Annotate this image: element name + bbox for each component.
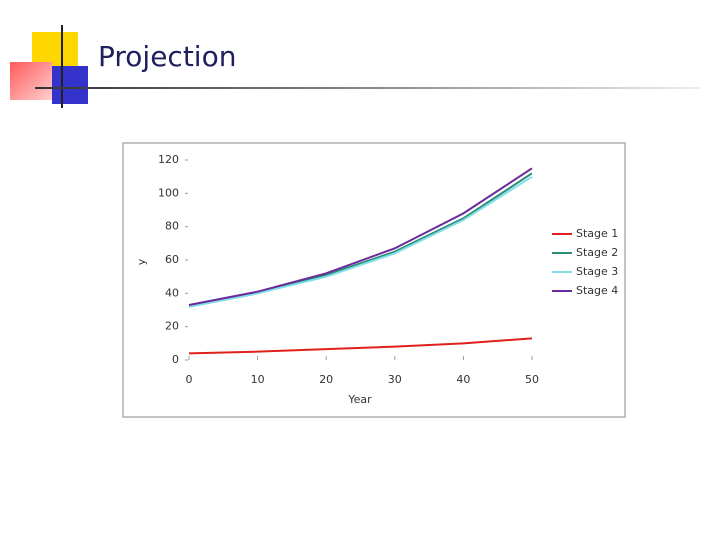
- y-axis-label: y: [135, 258, 148, 265]
- deco-line: [35, 87, 700, 89]
- legend-label: Stage 2: [576, 246, 618, 259]
- legend-label: Stage 3: [576, 265, 618, 278]
- y-tick-label: 0: [172, 353, 179, 366]
- legend-label: Stage 4: [576, 284, 618, 297]
- deco-square: [52, 66, 88, 104]
- x-tick-label: 0: [186, 373, 193, 386]
- x-tick-label: 20: [319, 373, 333, 386]
- y-tick-label: 60: [165, 253, 179, 266]
- series-line: [188, 167, 533, 306]
- x-tick-label: 10: [251, 373, 265, 386]
- y-tick-label: 40: [165, 286, 179, 299]
- slide-title: Projection: [98, 40, 236, 73]
- series-line: [188, 175, 533, 308]
- series-line: [188, 337, 533, 355]
- chart-frame: [122, 142, 626, 418]
- x-tick-label: 40: [456, 373, 470, 386]
- x-tick-label: 50: [525, 373, 539, 386]
- y-tick-label: 120: [158, 153, 179, 166]
- y-tick-label: 100: [158, 186, 179, 199]
- x-tick-label: 30: [388, 373, 402, 386]
- x-axis-label: Year: [347, 393, 372, 406]
- deco-square: [10, 62, 52, 100]
- legend-label: Stage 1: [576, 227, 618, 240]
- y-tick-label: 80: [165, 220, 179, 233]
- y-tick-label: 20: [165, 320, 179, 333]
